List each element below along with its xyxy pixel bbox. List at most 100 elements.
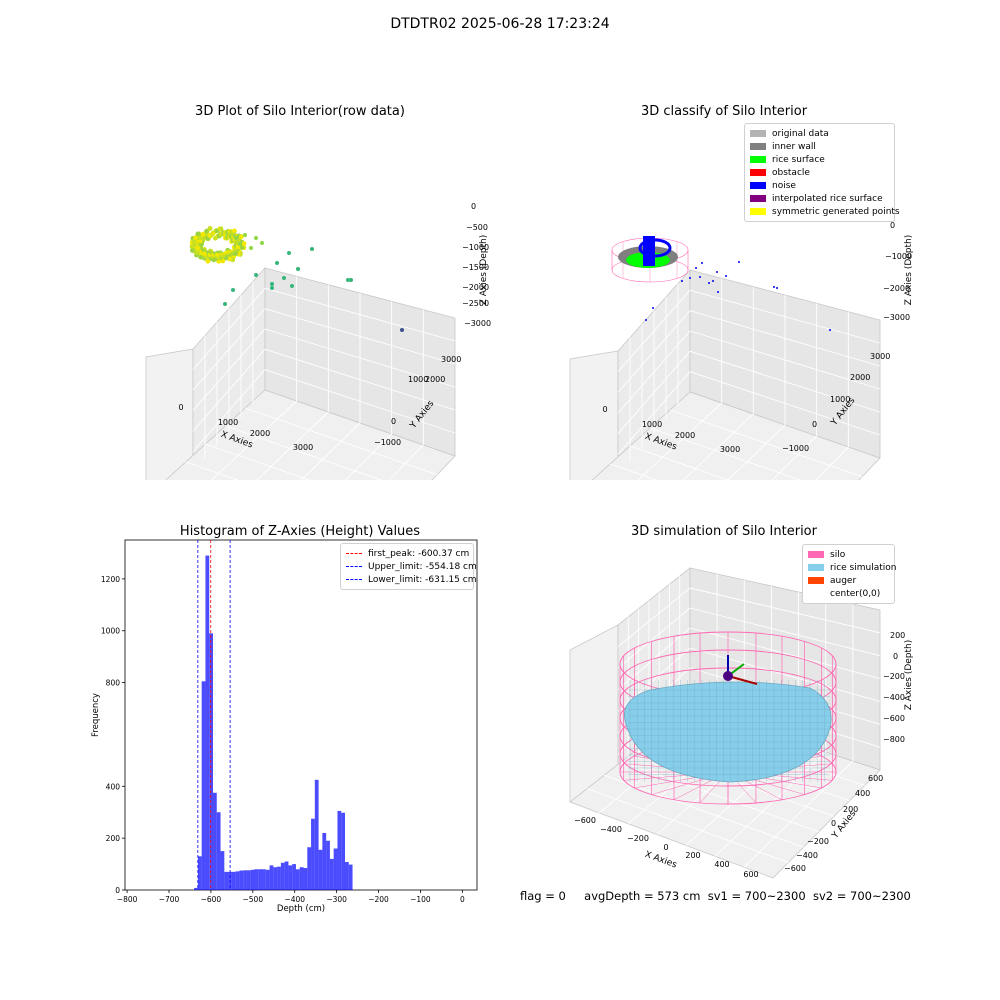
tick-z-3: −1500 (462, 263, 489, 272)
panel-title-simulation: 3D simulation of Silo Interior (631, 524, 817, 539)
tick-x-2: −200 (627, 834, 649, 843)
histogram-reference-lines (197, 540, 231, 890)
tick-x-4: 200 (685, 851, 700, 860)
grid-line (621, 761, 820, 833)
histogram-bar (265, 869, 270, 890)
grid-line (689, 587, 881, 634)
tick-x-5: 400 (714, 860, 729, 869)
data-point (195, 249, 200, 255)
data-point (189, 248, 195, 253)
grid-line (743, 760, 854, 868)
tick-z-2: −2000 (883, 284, 910, 293)
tick-x-3: 3000 (293, 443, 313, 452)
tick-z-1: −500 (466, 223, 488, 232)
data-point (346, 278, 350, 282)
legend-item-silo: silo (808, 548, 889, 561)
histogram-bar (303, 867, 308, 890)
tick-y-1: 0 (391, 417, 396, 426)
histogram-bar (280, 862, 285, 890)
pane-left (569, 350, 619, 480)
histogram-bar (314, 779, 319, 890)
tick-z-5: −800 (883, 735, 905, 744)
histogram-bar (311, 818, 315, 890)
data-point (233, 251, 238, 256)
silo-wireframe (611, 236, 689, 283)
data-point (260, 241, 264, 245)
tick-y-2: −200 (807, 837, 829, 846)
noise-point (652, 307, 654, 309)
legend-swatch (750, 130, 766, 137)
grid-line (689, 627, 881, 680)
data-point (239, 245, 245, 250)
data-point (205, 258, 211, 264)
histogram-bar (224, 871, 229, 890)
histogram-bar (254, 869, 259, 890)
tick-y-4: 3000 (870, 352, 890, 361)
histogram-bar (216, 812, 221, 890)
legend-label: rice surface (772, 154, 825, 165)
histogram-bar (243, 870, 247, 890)
x-tick-label: 0 (460, 895, 465, 904)
tick-x-0: 0 (178, 403, 183, 412)
grid-line (689, 647, 881, 702)
data-point (234, 236, 238, 240)
grid-line (586, 788, 789, 863)
legend-swatch (750, 169, 766, 176)
grid-line (617, 587, 691, 647)
histogram-bar (273, 867, 278, 890)
xlabel-histogram: Depth (cm) (277, 904, 325, 914)
legend-label: original data (772, 128, 829, 139)
data-point (400, 328, 404, 332)
status-footer: flag = 0 avgDepth = 573 cm sv1 = 700~230… (520, 889, 911, 903)
y-tick-label: 800 (106, 679, 121, 688)
noise-point (829, 329, 831, 331)
histogram-bar (284, 861, 289, 890)
noise-point (681, 280, 683, 282)
data-point (195, 231, 201, 237)
tick-y-2: 1000 (830, 395, 850, 404)
data-point (231, 288, 235, 292)
legend-item-rice-surface: rice surface (750, 153, 889, 166)
data-point (241, 241, 247, 246)
histogram-bar (220, 851, 225, 890)
tick-z-0: 0 (890, 221, 895, 230)
legend-label: first_peak: -600.37 cm (368, 548, 470, 559)
legend-label: symmetric generated points (772, 206, 900, 217)
grid-line (388, 444, 424, 480)
data-point (275, 261, 279, 265)
legend-item-first-peak: first_peak: -600.37 cm (346, 547, 470, 560)
data-point (193, 235, 199, 241)
tick-y-6: 600 (868, 774, 883, 783)
data-point (270, 286, 274, 290)
data-point (282, 276, 286, 280)
data-point (270, 282, 274, 286)
data-point (287, 251, 291, 255)
tick-x-0: 0 (602, 405, 607, 414)
tick-x-2: 2000 (250, 429, 270, 438)
grid-line (225, 425, 383, 480)
noise-point (708, 282, 710, 284)
histogram-bar (277, 866, 281, 890)
histogram-bar (318, 849, 323, 890)
histogram-bar (258, 869, 263, 890)
panel-title-histogram: Histogram of Z-Axies (Height) Values (179, 524, 421, 539)
data-point (232, 228, 237, 234)
legend-item-symmetric-generated-points: symmetric generated points (750, 205, 900, 218)
legend-label: obstacle (772, 167, 810, 178)
tick-x-0: −600 (574, 816, 596, 825)
noise-point (738, 261, 740, 263)
zlabel-raw: Z Axies (Depth) (479, 235, 489, 306)
histogram-bar (250, 869, 255, 890)
legend-swatch (808, 577, 824, 584)
x-tick-label: −600 (201, 895, 222, 904)
noise-point (712, 280, 714, 282)
tick-x-3: 3000 (720, 445, 740, 454)
histogram-bar (333, 848, 338, 890)
noise-point (645, 319, 647, 321)
legend-swatch (750, 143, 766, 150)
noise-point (773, 286, 775, 288)
tick-z-0: 0 (471, 202, 476, 211)
legend-label: auger (830, 575, 857, 586)
grid-line (714, 751, 827, 857)
data-point (207, 225, 213, 231)
